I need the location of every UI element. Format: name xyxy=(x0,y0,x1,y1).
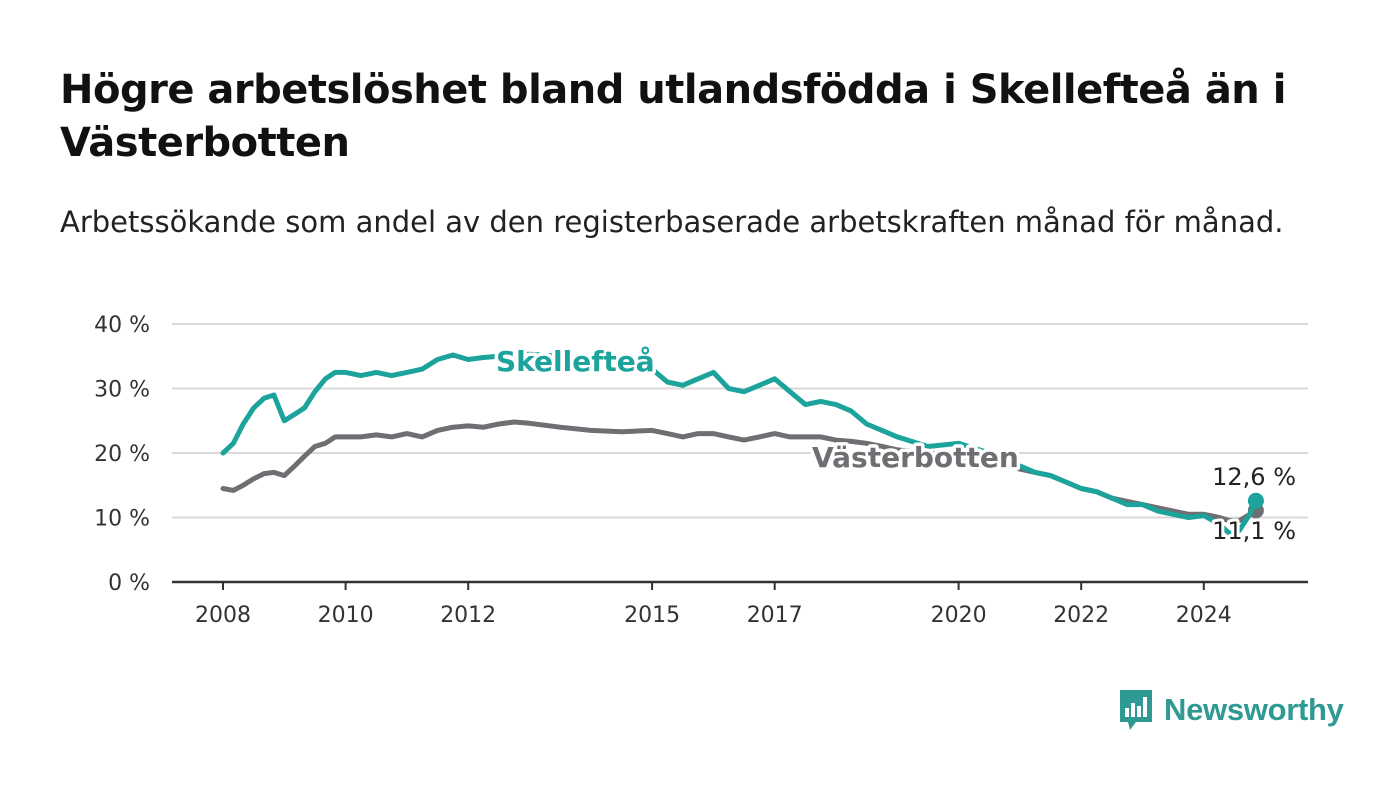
chart-title: Högre arbetslöshet bland utlandsfödda i … xyxy=(60,67,1286,166)
x-tick-label: 2012 xyxy=(440,603,496,628)
y-tick-label: 40 % xyxy=(94,313,150,338)
y-axis-ticks: 0 % 10 % 20 % 30 % 40 % xyxy=(94,313,150,596)
gridlines xyxy=(172,323,1308,584)
newsworthy-brand[interactable]: Newsworthy xyxy=(1118,688,1344,732)
end-value-label-vasterbotten: 11,1 % xyxy=(1212,517,1296,545)
series-label-vasterbotten: Västerbotten xyxy=(812,441,1019,474)
y-tick-label: 0 % xyxy=(108,571,150,596)
series-endpoint-skelleftea xyxy=(1247,492,1264,509)
x-tick-label: 2017 xyxy=(747,603,803,628)
y-tick-label: 20 % xyxy=(94,442,150,467)
x-tick-label: 2020 xyxy=(931,603,987,628)
series-lines xyxy=(220,351,1264,537)
x-tick-label: 2022 xyxy=(1053,603,1109,628)
y-tick-label: 10 % xyxy=(94,507,150,532)
series-labels: Skellefteå Västerbotten 12,6 % 11,1 % xyxy=(493,342,1300,549)
chart-subtitle: Arbetssökande som andel av den registerb… xyxy=(60,205,1284,239)
x-tick-label: 2008 xyxy=(195,603,251,628)
series-line-vasterbotten xyxy=(220,419,1259,524)
x-tick-label: 2010 xyxy=(318,603,374,628)
brand-name: Newsworthy xyxy=(1164,692,1344,727)
series-line-skelleftea xyxy=(220,351,1259,537)
x-axis-ticks: 2008 2010 2012 2015 2017 2020 2022 2024 xyxy=(195,582,1232,628)
newsworthy-logo-icon xyxy=(1120,690,1152,730)
end-value-label-skelleftea: 12,6 % xyxy=(1212,463,1296,491)
x-tick-label: 2015 xyxy=(624,603,680,628)
y-tick-label: 30 % xyxy=(94,378,150,403)
series-label-skelleftea: Skellefteå xyxy=(496,345,655,378)
x-tick-label: 2024 xyxy=(1176,603,1232,628)
